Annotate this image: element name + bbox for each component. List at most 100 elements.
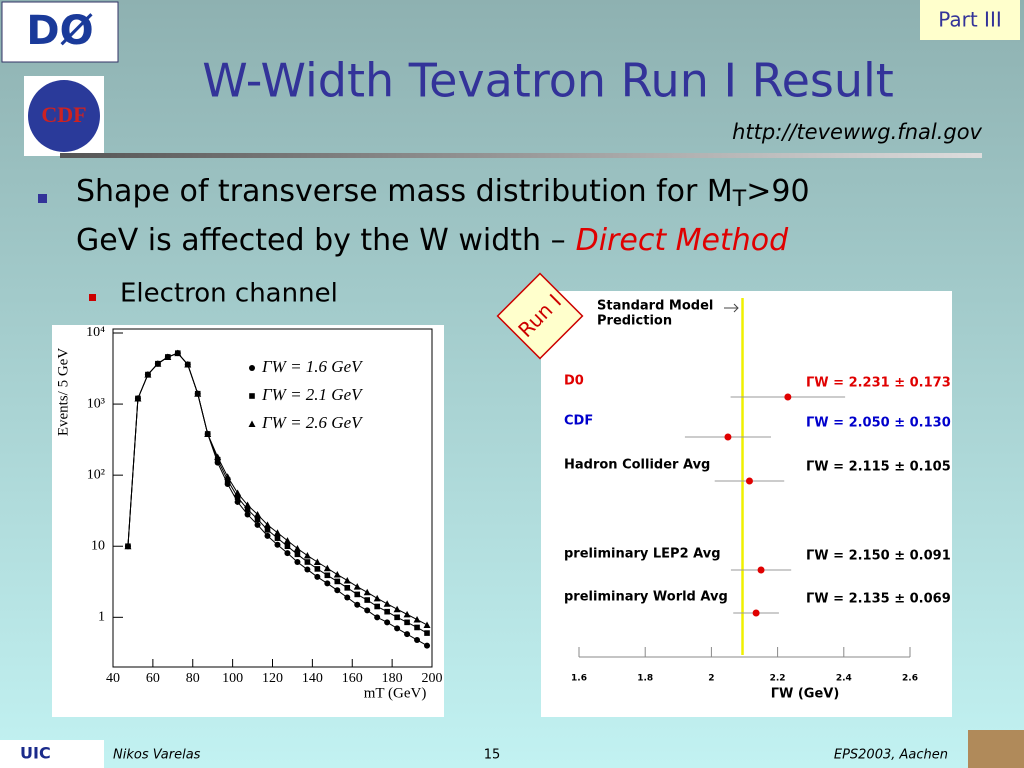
- value-label: ΓW = 2.115 ± 0.105: [806, 460, 951, 475]
- chart2-panel: [541, 291, 952, 717]
- chart1: 40 60 80 100 120 140 160 180 200 10⁴ 10³ 10² 10 1 Even…: [55, 325, 442, 701]
- marker: [364, 597, 371, 603]
- marker: [174, 349, 182, 357]
- marker: [134, 394, 142, 402]
- stamp: Run I: [496, 272, 584, 360]
- marker: [144, 371, 152, 378]
- city-image: [968, 730, 1024, 768]
- y-tick-label: 10: [91, 538, 105, 553]
- marker: [164, 353, 172, 360]
- marker: [383, 600, 391, 607]
- footer-author: Nikos Varelas: [113, 748, 201, 763]
- marker: [244, 511, 251, 518]
- marker: [344, 594, 351, 601]
- x-tick-label: 100: [222, 671, 243, 686]
- marker: [254, 510, 262, 518]
- x-tick-label: 80: [186, 671, 200, 686]
- marker: [154, 360, 162, 367]
- marker: [333, 571, 341, 578]
- x-tick-label: 1.8: [637, 674, 653, 684]
- marker: [354, 591, 361, 598]
- marker: [294, 559, 301, 566]
- point: [757, 566, 765, 574]
- x-tick-label: 1.6: [571, 674, 587, 684]
- marker: [414, 636, 421, 643]
- x-tick-label: 200: [422, 671, 443, 686]
- point: [724, 433, 732, 441]
- footer-event: EPS2003, Aachen: [834, 748, 948, 763]
- marker: [313, 558, 321, 566]
- marker: [204, 430, 212, 437]
- x-tick-label: 2.2: [770, 674, 786, 684]
- y-tick-label: 10⁴: [86, 325, 105, 340]
- marker: [224, 473, 232, 480]
- marker: [224, 477, 231, 483]
- marker: [214, 453, 222, 461]
- marker: [124, 542, 132, 550]
- marker: [374, 603, 380, 610]
- point: [784, 393, 792, 401]
- point: [752, 609, 760, 617]
- marker: [234, 489, 242, 497]
- marker: [304, 566, 311, 573]
- row-label: Hadron Collider Avg: [564, 458, 710, 473]
- legend-label: ΓW = 1.6 GeV: [261, 357, 364, 376]
- cdf-logo: CDF: [24, 76, 104, 156]
- marker: [404, 631, 411, 638]
- y-tick-label: 10³: [87, 396, 105, 411]
- marker: [244, 506, 251, 513]
- logo-text: DØ: [26, 8, 93, 54]
- marker: [324, 580, 331, 587]
- marker: [304, 559, 311, 565]
- bullet-seg: >90: [746, 174, 809, 209]
- row-label: preliminary World Avg: [564, 590, 728, 605]
- marker: [294, 551, 301, 558]
- x-tick-label: 160: [342, 671, 363, 686]
- marker: [424, 630, 430, 636]
- row-label: CDF: [564, 414, 593, 429]
- value-label: ΓW = 2.050 ± 0.130: [806, 416, 951, 431]
- part-label: Part III: [938, 8, 1002, 32]
- marker: [403, 610, 411, 618]
- marker: [274, 535, 281, 541]
- marker: [334, 578, 341, 585]
- marker: [249, 393, 255, 399]
- sub-bullet-marker: [89, 294, 96, 301]
- marker: [404, 619, 410, 626]
- uic-logo: [0, 740, 104, 768]
- marker: [364, 607, 371, 614]
- x-axis-label: ΓW (GeV): [771, 687, 840, 702]
- marker: [384, 608, 390, 615]
- marker: [414, 624, 420, 631]
- marker: [324, 572, 331, 579]
- value-label: ΓW = 2.135 ± 0.069: [806, 592, 951, 607]
- legend-label: ΓW = 2.6 GeV: [261, 413, 364, 432]
- marker: [254, 521, 261, 528]
- bullet-sub: T: [732, 187, 747, 212]
- marker: [343, 576, 351, 584]
- marker: [413, 616, 421, 623]
- bullet-seg: Shape of transverse mass distribution fo…: [76, 174, 733, 209]
- marker: [334, 587, 341, 594]
- footer-page: 15: [484, 748, 501, 763]
- marker: [234, 498, 241, 505]
- value-label: ΓW = 2.150 ± 0.091: [806, 549, 951, 564]
- marker: [273, 529, 281, 536]
- marker: [394, 625, 401, 632]
- marker: [284, 550, 291, 557]
- sub-bullet: Electron channel: [120, 279, 338, 309]
- url: http://tevewwg.fnal.gov: [732, 120, 982, 144]
- x-tick-label: 2.4: [836, 674, 852, 684]
- marker: [274, 541, 281, 548]
- marker: [293, 544, 301, 552]
- title-rule: [60, 153, 982, 158]
- bullet-text: Shape of transverse mass distribution fo…: [76, 174, 810, 213]
- slide-title: W-Width Tevatron Run I Result: [202, 54, 894, 108]
- x-tick-label: 40: [106, 671, 120, 686]
- marker: [283, 537, 291, 544]
- row-label: preliminary LEP2 Avg: [564, 547, 721, 562]
- marker: [264, 532, 271, 539]
- marker: [354, 601, 361, 608]
